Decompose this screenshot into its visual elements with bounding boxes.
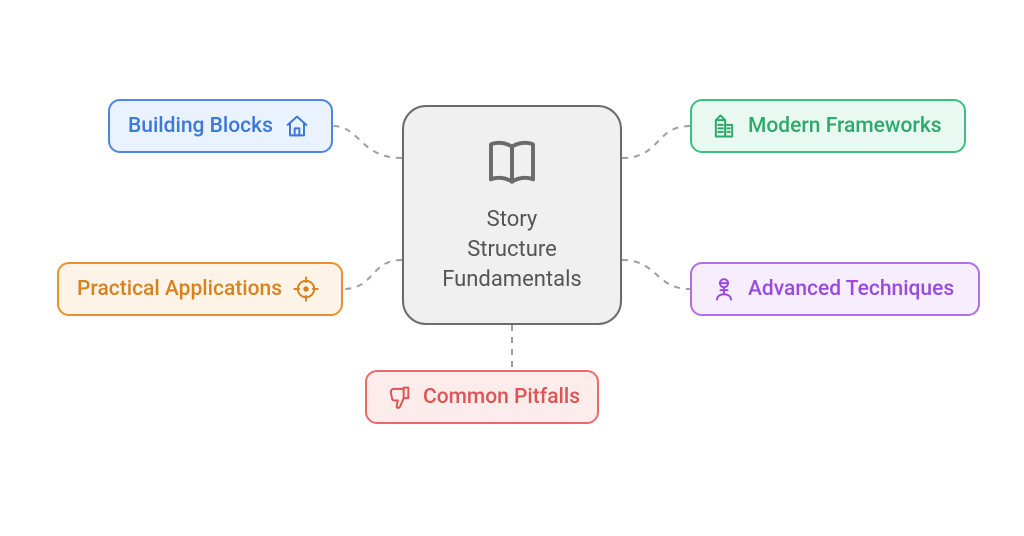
connector-modern-frameworks: [622, 126, 690, 158]
node-practical-applications: Practical Applications: [57, 262, 343, 316]
person-icon: [710, 275, 738, 303]
node-advanced-techniques: Advanced Techniques: [690, 262, 980, 316]
thumbs-down-icon: [385, 383, 413, 411]
target-icon: [292, 275, 320, 303]
connector-building-blocks: [333, 126, 402, 158]
node-modern-frameworks: Modern Frameworks: [690, 99, 966, 153]
connector-advanced-techniques: [622, 260, 690, 289]
house-icon: [283, 112, 311, 140]
node-label: Advanced Techniques: [748, 277, 954, 301]
node-label: Building Blocks: [128, 114, 273, 138]
node-building-blocks: Building Blocks: [108, 99, 333, 153]
node-label: Modern Frameworks: [748, 114, 942, 138]
node-label: Practical Applications: [77, 277, 282, 301]
mindmap-canvas: Story Structure Fundamentals Building Bl…: [0, 0, 1024, 536]
connector-practical-applications: [343, 260, 402, 289]
node-common-pitfalls: Common Pitfalls: [365, 370, 599, 424]
center-node: Story Structure Fundamentals: [402, 105, 622, 325]
center-label: Story Structure Fundamentals: [442, 205, 582, 294]
book-icon: [484, 135, 540, 195]
building-icon: [710, 112, 738, 140]
node-label: Common Pitfalls: [423, 385, 580, 409]
